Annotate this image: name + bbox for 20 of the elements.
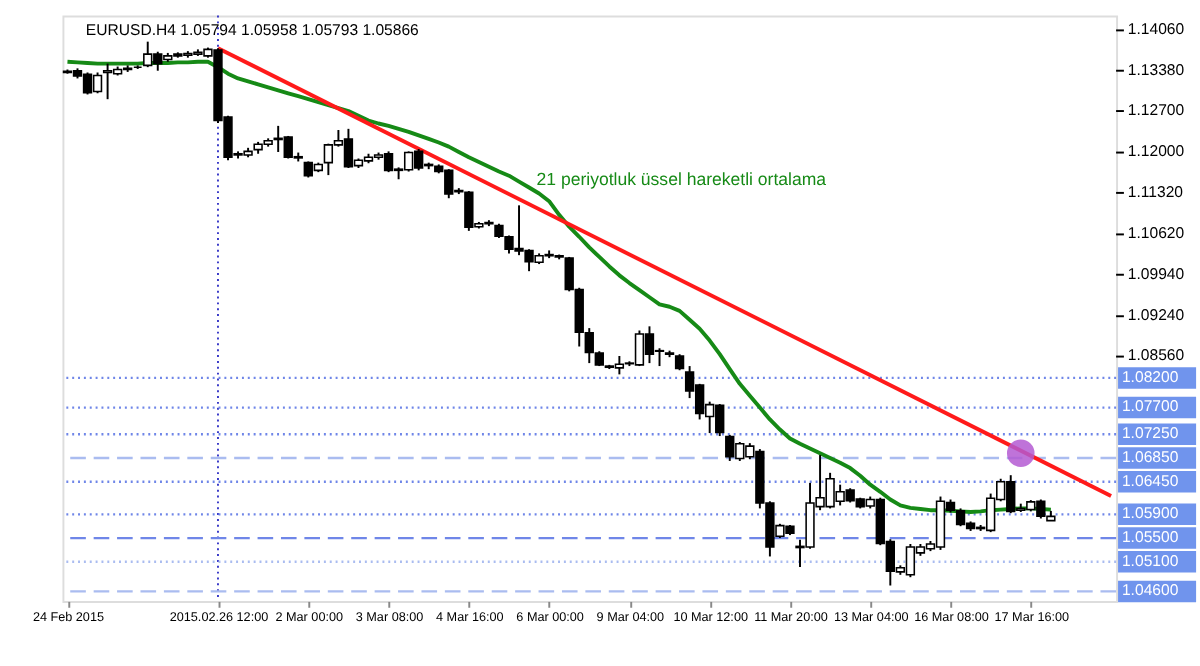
ref-line-label: 1.07250 (1121, 424, 1180, 443)
ref-line-label: 1.06850 (1121, 447, 1180, 466)
y-tick-label: 1.12700 (1127, 100, 1186, 119)
y-tick-label: 1.13380 (1127, 60, 1186, 79)
y-tick-label: 1.12000 (1127, 142, 1186, 161)
ref-line-label: 1.05500 (1121, 527, 1180, 546)
ref-line-label: 1.06450 (1121, 471, 1180, 490)
ref-line-label: 1.08200 (1121, 367, 1180, 386)
ref-line-label: 1.07700 (1121, 397, 1180, 416)
y-tick-label: 1.09940 (1127, 264, 1186, 283)
y-tick-label: 1.08560 (1127, 346, 1186, 365)
chart-title: EURUSD.H4 1.05794 1.05958 1.05793 1.05866 (85, 21, 419, 40)
y-tick-label: 1.10620 (1127, 224, 1186, 243)
y-tick-label: 1.14060 (1127, 20, 1186, 39)
ref-line-label: 1.04600 (1121, 581, 1180, 600)
y-tick-label: 1.11320 (1127, 182, 1185, 201)
ref-line-label: 1.05900 (1121, 504, 1180, 523)
annotation: 21 periyotluk üssel hareketli ortalama (536, 169, 827, 190)
y-tick-label: 1.09240 (1127, 306, 1186, 325)
ref-line-label: 1.05100 (1121, 551, 1180, 570)
